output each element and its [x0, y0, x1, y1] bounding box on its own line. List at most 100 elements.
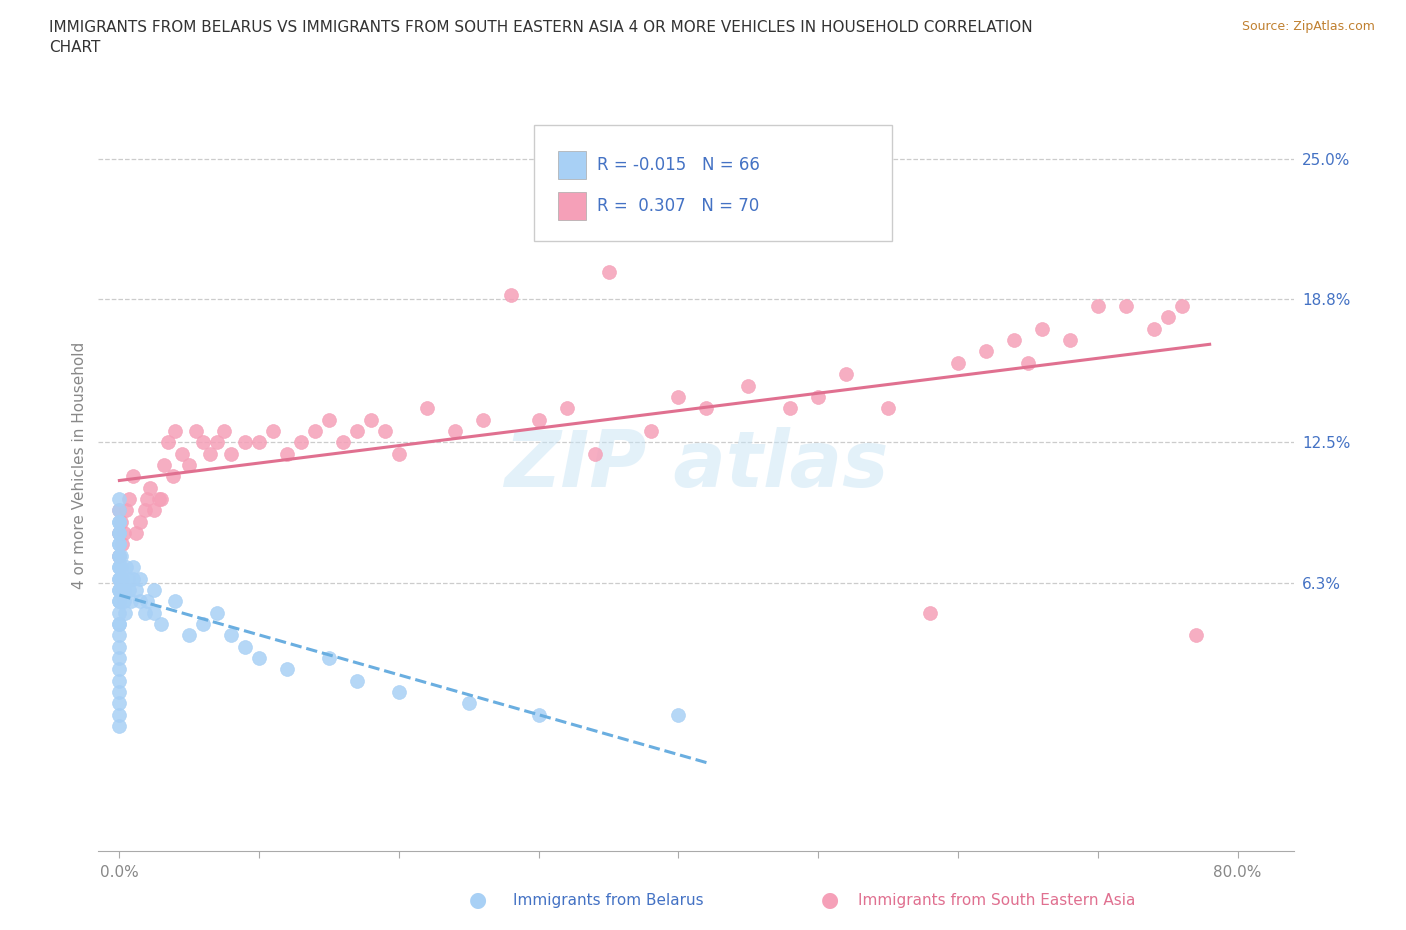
Point — [118, 582, 141, 597]
Point — [974, 344, 997, 359]
Point — [108, 514, 131, 529]
Point — [193, 435, 215, 450]
Point — [125, 582, 148, 597]
Point — [112, 525, 135, 540]
Point — [179, 458, 201, 472]
Point — [108, 593, 131, 608]
Point — [108, 503, 131, 518]
Text: Source: ZipAtlas.com: Source: ZipAtlas.com — [1241, 20, 1375, 33]
Point — [555, 401, 578, 416]
Point — [165, 423, 187, 438]
Point — [737, 379, 759, 393]
Point — [276, 446, 298, 461]
Point — [108, 525, 131, 540]
Point — [143, 503, 166, 518]
Point — [108, 639, 131, 654]
Point — [807, 390, 830, 405]
Point — [129, 514, 152, 529]
Point — [120, 593, 142, 608]
Point — [110, 549, 132, 564]
Point — [134, 503, 156, 518]
Point — [122, 469, 145, 484]
Point — [1157, 310, 1180, 325]
Point — [233, 435, 256, 450]
Point — [125, 525, 148, 540]
Point — [668, 708, 690, 723]
Point — [112, 582, 135, 597]
Point — [186, 423, 208, 438]
Point — [108, 628, 131, 643]
Point — [877, 401, 900, 416]
Point — [332, 435, 354, 450]
Point — [207, 605, 229, 620]
Point — [112, 593, 135, 608]
Point — [695, 401, 717, 416]
Point — [108, 662, 131, 677]
Text: Immigrants from Belarus: Immigrants from Belarus — [513, 893, 704, 908]
Point — [108, 708, 131, 723]
Point — [1143, 322, 1166, 337]
Point — [108, 525, 131, 540]
Point — [207, 435, 229, 450]
Point — [212, 423, 235, 438]
Point — [110, 560, 132, 575]
Point — [111, 582, 134, 597]
Point — [108, 514, 131, 529]
Point — [162, 469, 184, 484]
Point — [276, 662, 298, 677]
Point — [108, 617, 131, 631]
Point — [640, 423, 662, 438]
Point — [193, 617, 215, 631]
Point — [346, 423, 368, 438]
Point — [150, 492, 173, 507]
Point — [108, 593, 131, 608]
Point — [143, 582, 166, 597]
Point — [1170, 299, 1192, 313]
Point — [114, 605, 136, 620]
Point — [153, 458, 176, 472]
Point — [108, 549, 131, 564]
Point — [118, 492, 141, 507]
Point — [108, 719, 131, 734]
Point — [108, 651, 131, 666]
Point — [388, 446, 411, 461]
Point — [416, 401, 439, 416]
Point — [148, 492, 170, 507]
Point — [122, 560, 145, 575]
Point — [290, 435, 312, 450]
Point — [129, 571, 152, 586]
Point — [219, 628, 242, 643]
Point — [583, 446, 606, 461]
Point — [122, 571, 145, 586]
Point — [108, 549, 131, 564]
Point — [157, 435, 180, 450]
Point — [172, 446, 194, 461]
Point — [136, 593, 159, 608]
Point — [108, 617, 131, 631]
Point — [318, 412, 340, 427]
Point — [598, 264, 620, 279]
Point — [219, 446, 242, 461]
Point — [108, 537, 131, 551]
Point — [179, 628, 201, 643]
Point — [134, 605, 156, 620]
Point — [779, 401, 801, 416]
Point — [233, 639, 256, 654]
Point — [247, 435, 270, 450]
Point — [111, 537, 134, 551]
Point — [1115, 299, 1137, 313]
Point — [946, 355, 969, 370]
Point — [110, 571, 132, 586]
Point — [108, 571, 131, 586]
Point — [108, 684, 131, 699]
Point — [108, 492, 131, 507]
Point — [471, 412, 494, 427]
Point — [108, 582, 131, 597]
Point — [318, 651, 340, 666]
Point — [108, 525, 131, 540]
Point — [108, 549, 131, 564]
Point — [457, 696, 479, 711]
Text: R = -0.015   N = 66: R = -0.015 N = 66 — [598, 156, 759, 174]
Text: Immigrants from South Eastern Asia: Immigrants from South Eastern Asia — [858, 893, 1135, 908]
Point — [108, 560, 131, 575]
